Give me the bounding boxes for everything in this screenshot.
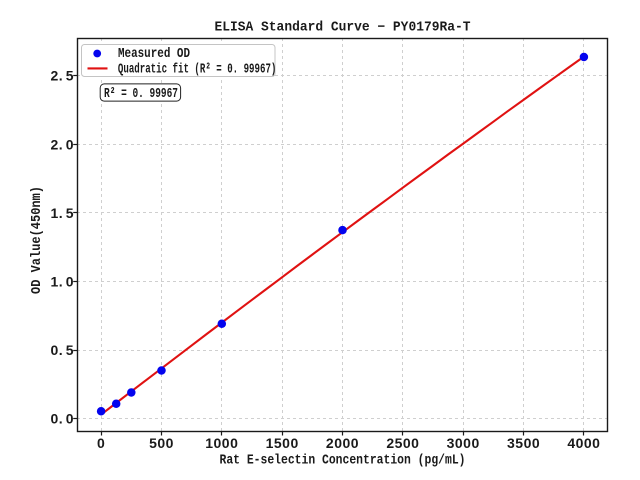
svg-text:0.5: 0. 5 (51, 342, 74, 358)
svg-text:R² = 0. 99967: R² = 0. 99967 (104, 87, 178, 102)
svg-text:3500: 3500 (507, 435, 540, 451)
svg-text:3000: 3000 (447, 435, 480, 451)
svg-text:2.0: 2. 0 (51, 136, 74, 152)
svg-text:Measured OD: Measured OD (118, 47, 190, 62)
svg-text:4000: 4000 (567, 435, 600, 451)
svg-text:2500: 2500 (386, 435, 419, 451)
svg-text:OD Value(450nm): OD Value(450nm) (30, 186, 45, 294)
svg-text:1.0: 1. 0 (51, 274, 74, 290)
svg-text:2000: 2000 (326, 435, 359, 451)
svg-text:1500: 1500 (266, 435, 299, 451)
svg-text:Rat E-selectin Concentration (: Rat E-selectin Concentration (pg/mL) (220, 454, 466, 469)
svg-text:Quadratic fit (R² = 0. 99967): Quadratic fit (R² = 0. 99967) (118, 63, 277, 78)
svg-text:1.5: 1. 5 (51, 205, 74, 221)
svg-text:0: 0 (97, 435, 105, 451)
svg-text:500: 500 (149, 435, 174, 451)
svg-text:0.0: 0. 0 (51, 411, 74, 427)
svg-text:ELISA Standard Curve − PY0179R: ELISA Standard Curve − PY0179Ra-T (215, 21, 471, 36)
svg-text:1000: 1000 (205, 435, 238, 451)
svg-text:2.5: 2. 5 (51, 68, 74, 84)
